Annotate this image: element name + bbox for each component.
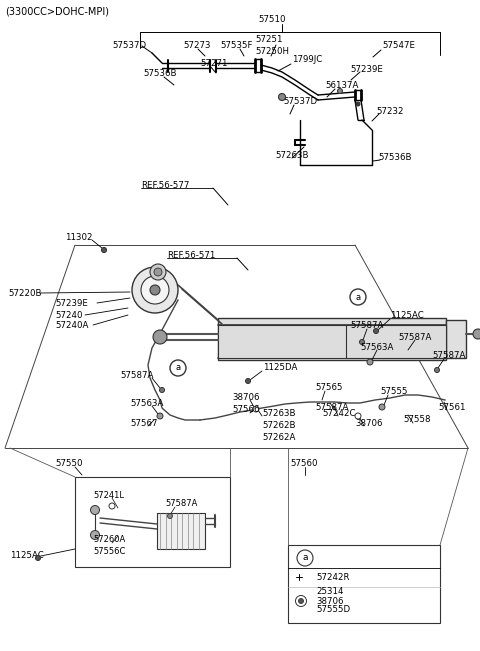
Bar bbox=[218, 325, 446, 358]
Text: 57263B: 57263B bbox=[262, 408, 296, 417]
Text: (3300CC>DOHC-MPI): (3300CC>DOHC-MPI) bbox=[5, 7, 109, 17]
Text: 56137A: 56137A bbox=[325, 81, 359, 90]
Circle shape bbox=[297, 550, 313, 566]
Text: 57556C: 57556C bbox=[93, 546, 125, 555]
Text: 57547E: 57547E bbox=[382, 42, 415, 51]
Circle shape bbox=[132, 267, 178, 313]
Text: 57563A: 57563A bbox=[130, 398, 163, 408]
Text: 57220B: 57220B bbox=[8, 288, 41, 298]
Text: 38706: 38706 bbox=[355, 419, 383, 428]
Text: 57560: 57560 bbox=[290, 460, 317, 469]
Circle shape bbox=[355, 413, 361, 419]
Circle shape bbox=[150, 285, 160, 295]
Text: REF.56-571: REF.56-571 bbox=[167, 251, 216, 260]
Text: 1125AC: 1125AC bbox=[390, 311, 424, 320]
Text: 57555: 57555 bbox=[380, 387, 408, 396]
Text: 57242C: 57242C bbox=[322, 408, 356, 417]
Text: 57510: 57510 bbox=[258, 16, 286, 25]
Text: 57273: 57273 bbox=[183, 42, 211, 51]
Text: 57239E: 57239E bbox=[350, 64, 383, 74]
Circle shape bbox=[367, 359, 373, 365]
Text: 57587A: 57587A bbox=[165, 499, 197, 508]
Circle shape bbox=[101, 247, 107, 253]
Circle shape bbox=[253, 406, 259, 412]
Text: 57536B: 57536B bbox=[143, 70, 177, 79]
Circle shape bbox=[356, 102, 360, 106]
Text: 57536B: 57536B bbox=[378, 152, 411, 161]
Text: a: a bbox=[302, 553, 308, 562]
Text: 57240A: 57240A bbox=[55, 320, 88, 329]
Text: 57550: 57550 bbox=[55, 460, 83, 469]
Circle shape bbox=[168, 514, 172, 518]
Text: 25314: 25314 bbox=[316, 587, 344, 596]
Circle shape bbox=[159, 387, 165, 393]
Text: 57587A: 57587A bbox=[315, 402, 348, 411]
Text: 57566: 57566 bbox=[232, 406, 260, 415]
Text: 57263B: 57263B bbox=[275, 150, 309, 159]
Text: 57535F: 57535F bbox=[220, 42, 252, 51]
Text: 57260A: 57260A bbox=[93, 536, 125, 544]
Text: 38706: 38706 bbox=[232, 393, 260, 402]
Circle shape bbox=[373, 329, 379, 333]
Text: 57537D: 57537D bbox=[283, 98, 317, 107]
Circle shape bbox=[337, 89, 343, 94]
Circle shape bbox=[141, 276, 169, 304]
Circle shape bbox=[153, 330, 167, 344]
Text: 57587A: 57587A bbox=[120, 370, 154, 380]
Circle shape bbox=[36, 555, 40, 561]
Text: 57240: 57240 bbox=[55, 311, 83, 320]
Text: 57241L: 57241L bbox=[93, 490, 124, 499]
Circle shape bbox=[360, 340, 364, 344]
Text: 57567: 57567 bbox=[130, 419, 157, 428]
Circle shape bbox=[278, 94, 286, 100]
Circle shape bbox=[296, 596, 307, 607]
Circle shape bbox=[109, 503, 115, 509]
Text: 57587A: 57587A bbox=[398, 333, 432, 342]
Text: 57239E: 57239E bbox=[55, 299, 88, 307]
Circle shape bbox=[350, 289, 366, 305]
Bar bbox=[218, 318, 446, 360]
Circle shape bbox=[91, 505, 99, 514]
Text: 57232: 57232 bbox=[376, 107, 404, 115]
Bar bbox=[288, 545, 440, 623]
Text: REF.56-577: REF.56-577 bbox=[141, 180, 190, 189]
Circle shape bbox=[154, 268, 162, 276]
Text: 11302: 11302 bbox=[65, 232, 93, 242]
Text: 57251: 57251 bbox=[255, 35, 283, 44]
Circle shape bbox=[434, 368, 440, 372]
Bar bbox=[157, 513, 205, 549]
Text: 57537D: 57537D bbox=[112, 42, 146, 51]
Text: 57561: 57561 bbox=[438, 402, 466, 411]
Bar bbox=[346, 325, 446, 358]
Text: 57242R: 57242R bbox=[316, 572, 349, 581]
Circle shape bbox=[379, 404, 385, 410]
Circle shape bbox=[150, 264, 166, 280]
Text: 57558: 57558 bbox=[403, 415, 431, 424]
Text: 57563A: 57563A bbox=[360, 342, 394, 352]
Circle shape bbox=[170, 360, 186, 376]
Text: 57262B: 57262B bbox=[262, 421, 296, 430]
Circle shape bbox=[299, 598, 303, 603]
Text: a: a bbox=[355, 292, 360, 301]
Text: 57262A: 57262A bbox=[262, 432, 295, 441]
Text: 57271: 57271 bbox=[200, 59, 228, 68]
Text: 57587A: 57587A bbox=[350, 322, 384, 331]
Circle shape bbox=[157, 413, 163, 419]
Text: 57565: 57565 bbox=[315, 383, 343, 393]
Circle shape bbox=[473, 329, 480, 339]
Text: 38706: 38706 bbox=[316, 596, 344, 605]
Bar bbox=[75, 477, 230, 567]
Text: a: a bbox=[175, 363, 180, 372]
Bar bbox=[446, 320, 466, 358]
Text: 1799JC: 1799JC bbox=[292, 55, 322, 64]
Text: 57587A: 57587A bbox=[432, 352, 466, 361]
Text: 57555D: 57555D bbox=[316, 605, 350, 615]
Circle shape bbox=[91, 531, 99, 540]
Circle shape bbox=[245, 378, 251, 383]
Text: 1125AC: 1125AC bbox=[10, 551, 44, 559]
Text: 1125DA: 1125DA bbox=[263, 363, 298, 372]
Text: 57250H: 57250H bbox=[255, 46, 289, 55]
